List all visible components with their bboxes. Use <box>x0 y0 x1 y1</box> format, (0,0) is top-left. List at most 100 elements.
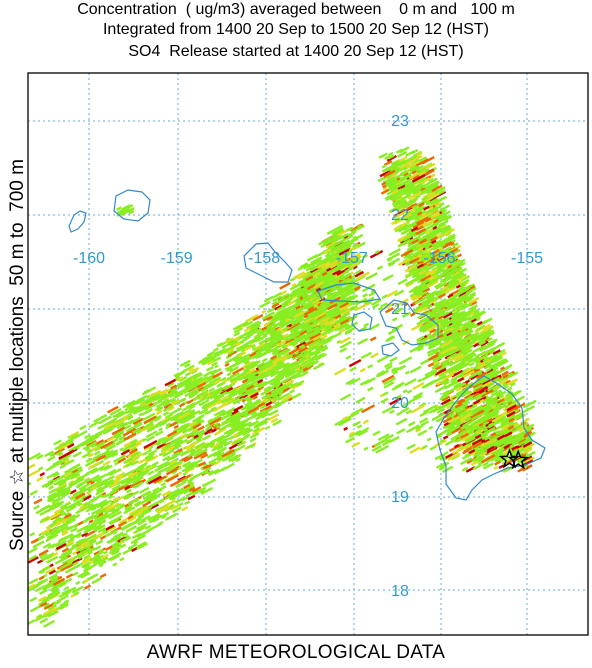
plume-cell <box>482 380 494 388</box>
plume-cell <box>333 235 339 240</box>
plume-cell <box>394 289 405 297</box>
plume-cell <box>37 579 44 585</box>
plume-cell <box>236 371 247 379</box>
plume-cell <box>123 455 137 464</box>
plume-cell <box>184 362 191 368</box>
plume-cell <box>292 332 301 339</box>
plume-cell <box>202 393 209 399</box>
plume-cell <box>448 412 454 418</box>
plume-cell <box>161 438 170 445</box>
plume-cell <box>213 390 228 401</box>
plume-cell <box>442 435 449 440</box>
plume-cell <box>461 403 469 409</box>
plume-cell <box>463 446 474 453</box>
plume-cell <box>457 376 465 383</box>
plume-cell <box>312 362 325 371</box>
plume-cell <box>127 472 136 478</box>
plume-cell <box>300 323 311 330</box>
plume-cell <box>483 427 489 432</box>
plume-cell <box>432 225 438 230</box>
plume-cell <box>177 376 184 381</box>
plume-cell <box>449 394 456 400</box>
plume-cell <box>380 302 388 308</box>
plume-cell <box>37 595 47 602</box>
plume-cell <box>405 370 410 375</box>
plume-cell <box>410 207 417 213</box>
plume-cell <box>477 353 489 361</box>
plume-cell <box>69 489 77 495</box>
plume-cell <box>452 242 459 248</box>
plume-cell <box>284 371 295 379</box>
plume-cell <box>338 328 346 334</box>
plume-cell <box>65 513 81 523</box>
plume-cell <box>474 350 487 359</box>
plume-cell <box>477 457 485 463</box>
plume-cell <box>142 451 149 456</box>
plume-cell <box>454 436 463 443</box>
plume-cell <box>301 293 309 299</box>
plume-cell <box>103 489 118 498</box>
plume-cell <box>496 365 511 375</box>
plume-cell <box>243 322 249 327</box>
plume-cell <box>215 423 223 429</box>
plume-cell <box>484 446 498 456</box>
plume-cell <box>213 409 225 417</box>
plume-cell <box>39 472 46 477</box>
plume-cell <box>453 280 464 287</box>
plume-cell <box>428 405 442 414</box>
plume-cell <box>493 450 501 456</box>
plume-cell <box>455 302 467 310</box>
plume-cell <box>375 444 390 454</box>
plume-cell <box>87 452 95 458</box>
plume-cell <box>29 605 41 613</box>
plume-cell <box>71 543 77 548</box>
plume-cell <box>165 467 179 476</box>
plume-cell <box>193 383 199 388</box>
plume-cell <box>90 493 103 503</box>
plume-cell <box>463 315 472 322</box>
lat-label: 23 <box>391 113 409 130</box>
plume-cell <box>193 451 202 458</box>
plume-cell <box>144 490 152 496</box>
plume-cell <box>388 154 395 160</box>
plume-cell <box>252 426 266 436</box>
plume-cell <box>191 486 202 493</box>
plume-cell <box>118 435 126 441</box>
plume-cell <box>458 373 465 378</box>
plume-cell <box>111 426 126 436</box>
plume-cell <box>87 547 96 554</box>
plume-cell <box>28 481 32 488</box>
plume-cell <box>175 438 188 447</box>
plume-cell <box>377 433 390 441</box>
plume-cell <box>246 384 255 391</box>
plume-cell <box>302 279 315 288</box>
plume-cell <box>447 280 460 289</box>
plume-cell <box>392 172 398 178</box>
plume-cell <box>296 367 304 373</box>
plume-cell <box>93 413 108 423</box>
plume-cell <box>83 563 97 572</box>
plume-cell <box>237 351 247 358</box>
plume-cell <box>108 510 122 520</box>
plume-cell <box>320 240 333 248</box>
plume-cell <box>464 366 474 374</box>
plume-cell <box>493 465 499 470</box>
plume-cell <box>426 304 434 310</box>
plume-cell <box>459 413 472 422</box>
plume-cell <box>273 350 279 355</box>
plume-cell <box>444 240 453 247</box>
plume-cell <box>90 521 96 526</box>
plume-cell <box>52 459 63 466</box>
plume-cell <box>89 480 95 485</box>
plume-cell <box>419 325 429 333</box>
plume-cell <box>147 475 163 485</box>
plume-cell <box>50 541 61 549</box>
plume-cell <box>180 379 193 388</box>
plume-cell <box>56 594 69 603</box>
plume-cell <box>435 288 449 297</box>
plume-cell <box>124 503 133 511</box>
plume-cell <box>340 315 351 323</box>
plume-cell <box>268 382 282 391</box>
plume-cell <box>355 271 370 281</box>
plume-cell <box>477 310 487 317</box>
